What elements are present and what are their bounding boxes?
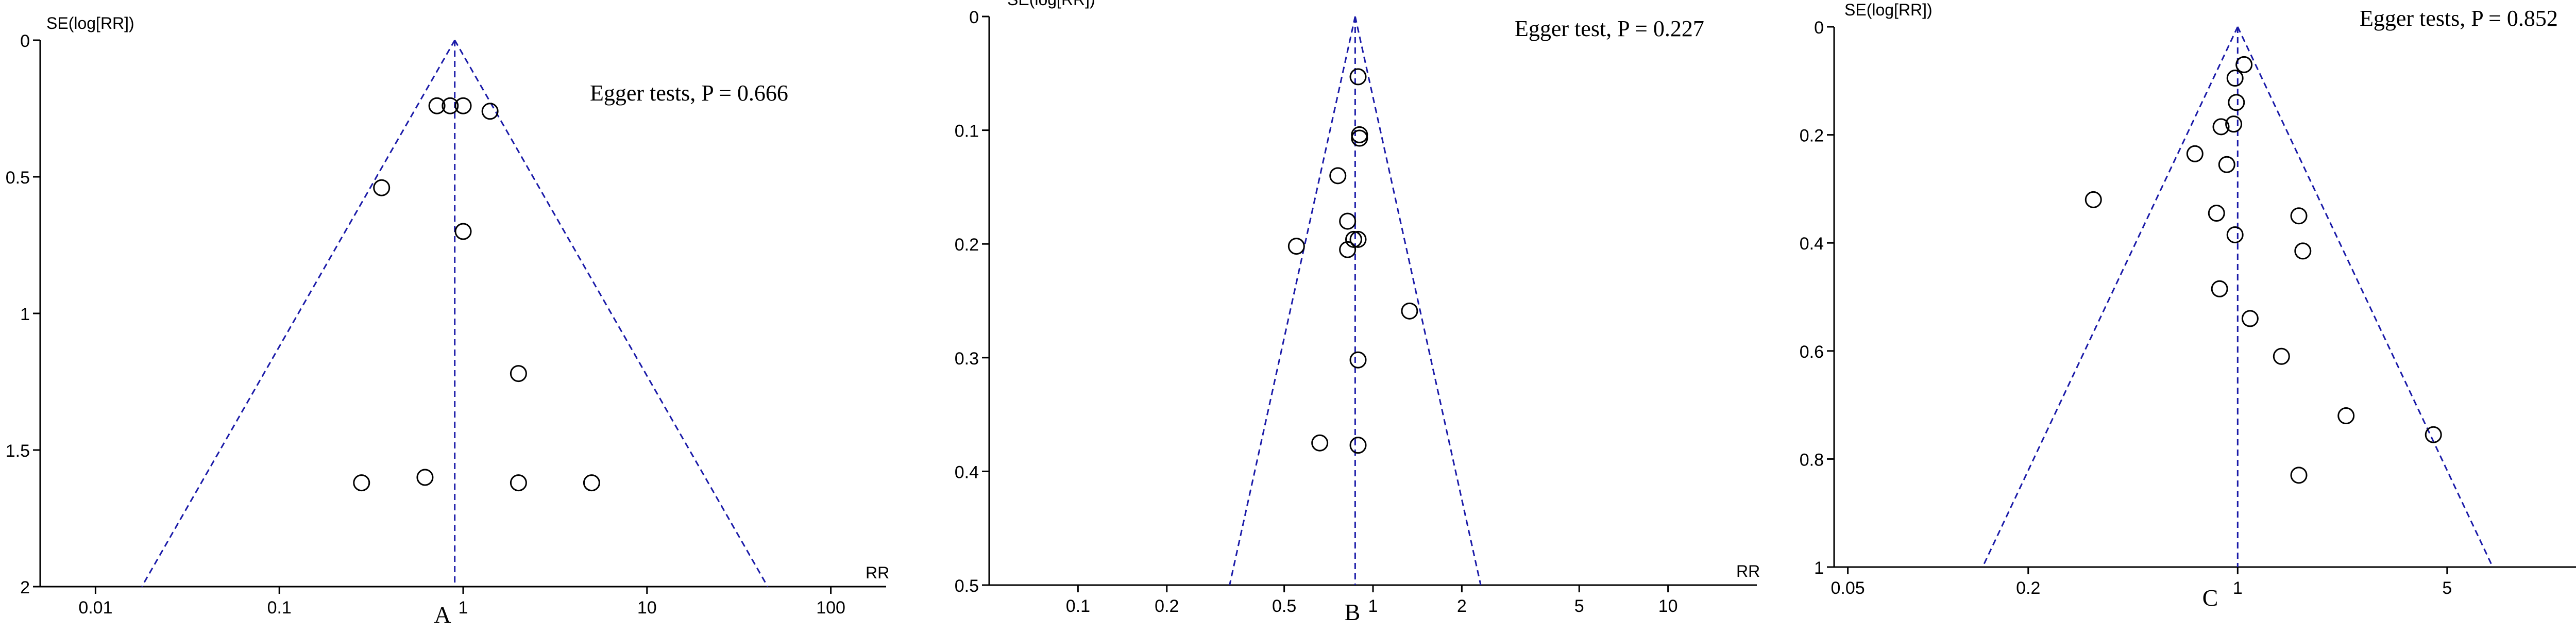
study-point (2084, 191, 2102, 208)
y-tick-label: 0.5 (955, 576, 979, 596)
egger-test-annotation: Egger tests, P = 0.852 (2360, 6, 2558, 31)
egger-test-annotation: Egger test, P = 0.227 (1515, 16, 1704, 41)
panel-label: B (1345, 599, 1361, 625)
study-point (1345, 230, 1362, 248)
y-tick-label: 1 (1814, 558, 1824, 578)
study-point (1401, 302, 1418, 320)
y-tick-label: 0.1 (955, 122, 979, 141)
study-point (353, 474, 370, 492)
y-tick-label: 0.6 (1800, 342, 1824, 362)
study-point (1349, 230, 1367, 248)
study-point (2226, 70, 2244, 87)
y-axis-title: SE(log[RR]) (46, 14, 134, 32)
funnel-right-limit (2236, 26, 2494, 568)
study-point (2235, 56, 2253, 73)
y-tick-label: 2 (20, 578, 30, 597)
x-axis-title: RR (866, 563, 889, 582)
x-tick-label: 0.5 (1272, 596, 1296, 616)
study-point (454, 97, 472, 114)
study-point (373, 179, 391, 196)
egger-test-annotation: Egger tests, P = 0.666 (590, 80, 788, 106)
study-point (1287, 238, 1305, 255)
study-point (1351, 126, 1368, 143)
x-tick-label: 1 (1368, 596, 1378, 616)
study-point (2273, 347, 2290, 365)
study-point (1349, 68, 1367, 86)
study-point (2211, 280, 2228, 297)
x-tick-label: 1 (2233, 578, 2243, 598)
study-point (2226, 226, 2244, 243)
y-axis-title: SE(log[RR]) (1844, 1, 1933, 19)
x-tick-label: 100 (816, 598, 845, 618)
y-axis-title: SE(log[RR]) (1007, 0, 1095, 9)
study-point (2208, 205, 2225, 222)
study-point (481, 103, 499, 120)
panel-label: C (2202, 585, 2218, 611)
funnel-right-limit (454, 40, 769, 587)
study-point (2425, 426, 2442, 443)
study-point (1339, 212, 1357, 230)
study-point (2186, 145, 2204, 162)
x-tick-label: 10 (1658, 596, 1678, 616)
study-point (2212, 118, 2230, 136)
y-tick-label: 0.2 (1800, 126, 1824, 146)
study-point (2218, 156, 2235, 173)
study-point (510, 365, 527, 382)
y-tick-label: 0.8 (1800, 450, 1824, 470)
study-point (2241, 310, 2259, 327)
x-tick-label: 0.05 (1831, 578, 1865, 598)
study-point (428, 97, 446, 114)
x-tick-label: 10 (637, 598, 657, 618)
study-point (1349, 437, 1367, 454)
study-point (416, 469, 434, 486)
study-point (2225, 115, 2243, 133)
funnel-left-limit (1981, 26, 2239, 568)
study-point (1351, 129, 1368, 147)
study-point (1349, 351, 1367, 369)
y-tick-label: 0.4 (1800, 234, 1824, 254)
y-tick-label: 0.2 (955, 235, 979, 255)
y-tick-label: 0 (20, 31, 30, 51)
study-point (2290, 207, 2308, 225)
x-tick-label: 0.2 (2016, 578, 2040, 598)
study-point (1329, 167, 1347, 185)
funnel-left-limit (141, 40, 455, 587)
x-tick-label: 5 (2442, 578, 2452, 598)
study-point (1339, 241, 1357, 258)
funnel-panel-b: 0 0.1 0.2 0.3 0.4 0.5 0.1 0.2 0.5 1 2 5 10 SE(log[RR]… (955, 0, 1760, 625)
study-point (2228, 94, 2245, 111)
study-point (2294, 242, 2312, 260)
funnel-panel-a: 0 0.5 1 1.5 2 0.01 0.1 1 10 100 SE(log[RR]) RR Egger… (6, 14, 889, 628)
x-axis-title: RR (1736, 562, 1760, 580)
y-tick-label: 0.4 (955, 462, 979, 482)
study-point (510, 474, 527, 492)
study-point (583, 474, 600, 492)
x-tick-label: 5 (1574, 596, 1584, 616)
x-tick-label: 0.1 (1066, 596, 1090, 616)
x-tick-label: 0.1 (267, 598, 292, 618)
x-tick-label: 0.2 (1155, 596, 1179, 616)
study-point (1311, 434, 1329, 452)
y-tick-label: 0.3 (955, 349, 979, 369)
study-point (2337, 407, 2355, 425)
y-tick-label: 0 (1814, 18, 1824, 38)
funnel-left-limit (1229, 16, 1356, 586)
y-tick-label: 0.5 (6, 168, 30, 188)
funnel-panel-c: 00.20.40.60.810.050.21520SE(log[RR])RREg… (1800, 1, 2576, 611)
study-point (454, 223, 472, 240)
study-point (442, 97, 459, 114)
y-tick-label: 1.5 (6, 441, 30, 461)
panel-label: A (434, 602, 451, 628)
study-point (2290, 467, 2308, 484)
x-tick-label: 2 (1457, 596, 1467, 616)
x-tick-label: 0.01 (78, 598, 112, 618)
x-tick-label: 1 (459, 598, 468, 618)
y-tick-label: 1 (20, 305, 30, 324)
y-tick-label: 0 (969, 8, 979, 27)
funnel-right-limit (1354, 16, 1482, 586)
